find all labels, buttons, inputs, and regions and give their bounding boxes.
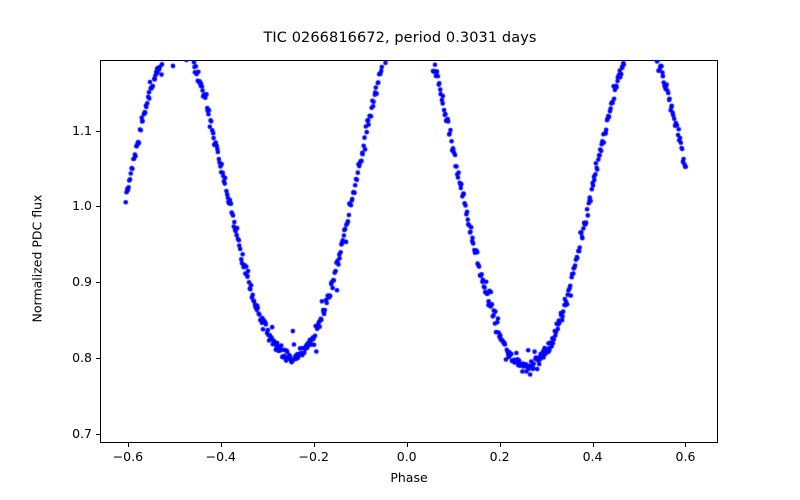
- x-tick-mark: [499, 443, 501, 447]
- y-tick-label: 0.9: [72, 274, 92, 290]
- chart-title: TIC 0266816672, period 0.3031 days: [263, 30, 537, 46]
- x-tick-label: 0.4: [582, 449, 603, 464]
- y-axis-label: Normalized PDC flux: [29, 194, 45, 323]
- y-tick-mark: [96, 282, 100, 284]
- x-tick-label: −0.4: [205, 449, 236, 464]
- x-tick-label: 0.0: [396, 449, 417, 464]
- x-tick-mark: [313, 443, 315, 447]
- x-tick-mark: [220, 443, 222, 447]
- x-tick-label: 0.6: [675, 449, 696, 464]
- x-tick-label: 0.2: [489, 449, 510, 464]
- x-tick-label: −0.6: [112, 449, 144, 464]
- x-tick-mark: [685, 443, 687, 447]
- y-tick-mark: [96, 206, 100, 208]
- y-tick-label: 1.0: [72, 198, 92, 214]
- y-tick-label: 1.1: [72, 122, 92, 138]
- scatter-plot-area: [100, 60, 718, 443]
- x-tick-label: −0.2: [298, 449, 329, 464]
- x-tick-mark: [127, 443, 129, 447]
- x-tick-mark: [406, 443, 408, 447]
- x-axis-label: Phase: [390, 470, 428, 485]
- y-tick-mark: [96, 130, 100, 132]
- y-tick-mark: [96, 358, 100, 360]
- y-tick-mark: [96, 433, 100, 435]
- x-tick-mark: [592, 443, 594, 447]
- y-tick-label: 0.7: [72, 425, 92, 441]
- y-tick-label: 0.8: [72, 350, 92, 366]
